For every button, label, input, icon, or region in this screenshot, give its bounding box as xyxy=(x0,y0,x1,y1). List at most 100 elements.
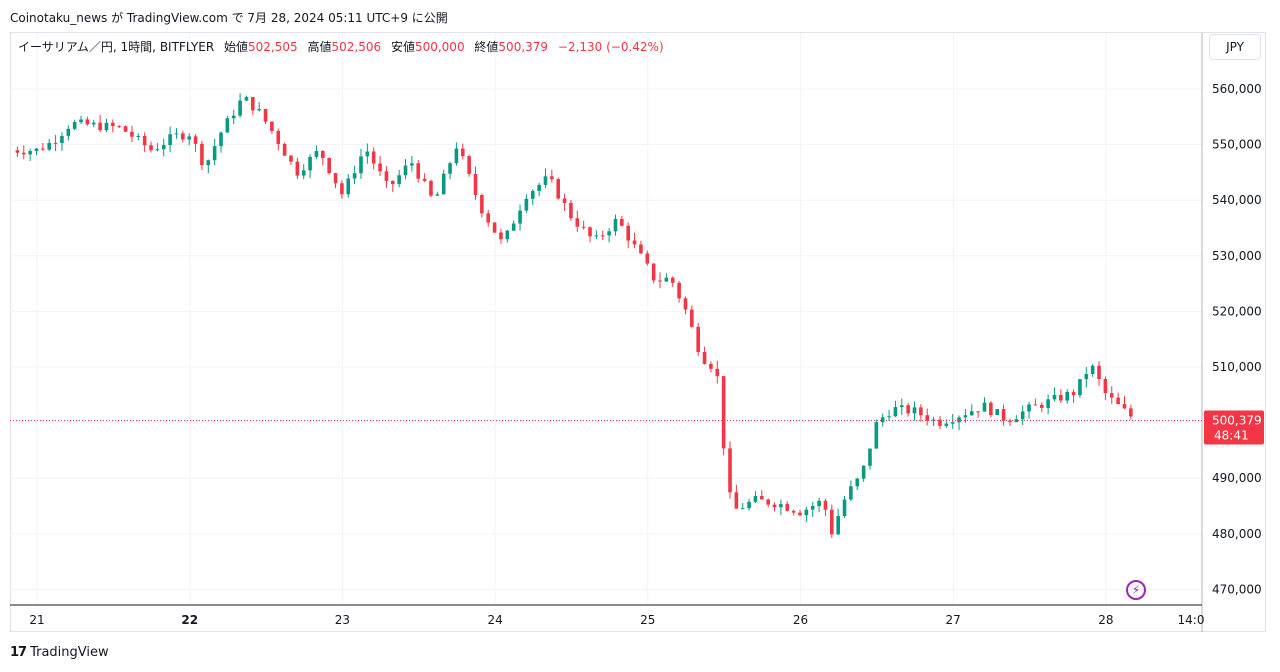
candle-body xyxy=(15,150,20,153)
candle-body xyxy=(206,160,211,166)
candle-body xyxy=(149,145,153,151)
candle-body xyxy=(416,163,421,179)
price-tick-label: 540,000 xyxy=(1212,193,1262,207)
time-tick-label: 27 xyxy=(946,613,961,627)
candle-body xyxy=(511,223,516,231)
candle-body xyxy=(728,448,732,493)
candle-body xyxy=(798,512,802,516)
candle-body xyxy=(181,133,185,140)
candle-body xyxy=(161,145,166,150)
candle-body xyxy=(740,508,745,510)
candle-body xyxy=(111,122,115,127)
published-info: Coinotaku_news が TradingView.com で 7月 28… xyxy=(10,11,448,25)
candle-body xyxy=(1065,392,1070,401)
candle-body xyxy=(327,157,331,174)
candle-body xyxy=(371,151,376,164)
header-bar: Coinotaku_news が TradingView.com で 7月 28… xyxy=(0,0,1280,32)
candle-body xyxy=(308,156,312,171)
candle-body xyxy=(976,411,980,413)
candle-body xyxy=(98,122,102,131)
candle-body xyxy=(588,227,592,237)
candle-body xyxy=(85,119,90,125)
change-value: −2,130 (−0.42%) xyxy=(557,40,664,54)
price-tick-label: 560,000 xyxy=(1212,82,1262,96)
time-tick-label: 23 xyxy=(335,613,350,627)
candle-body xyxy=(429,180,433,196)
candle-body xyxy=(174,133,179,135)
last-price-label: 500,379 xyxy=(1212,413,1262,427)
candle-body xyxy=(66,128,71,136)
candle-body xyxy=(1090,365,1095,374)
candle-body xyxy=(734,492,739,509)
candle-body xyxy=(321,150,325,158)
candle-body xyxy=(575,218,580,227)
candle-body xyxy=(200,143,204,166)
time-tick-label: 25 xyxy=(640,613,655,627)
candle-body xyxy=(791,510,796,513)
open-value: 502,505 xyxy=(248,40,298,54)
candle-body xyxy=(855,478,860,487)
time-tick-label: 24 xyxy=(487,613,502,627)
price-tick-label: 480,000 xyxy=(1212,527,1262,541)
candle-body xyxy=(957,417,961,423)
candle-body xyxy=(1008,420,1012,423)
candle-body xyxy=(569,202,573,219)
candle-body xyxy=(1027,404,1031,412)
time-tick-label: 28 xyxy=(1098,613,1113,627)
candle-body xyxy=(448,163,452,174)
candle-body xyxy=(155,149,160,151)
candle-body xyxy=(906,405,910,414)
candle-body xyxy=(1014,419,1019,423)
candle-body xyxy=(276,131,281,144)
candle-body xyxy=(314,150,319,157)
candle-body xyxy=(289,155,293,162)
candle-body xyxy=(378,163,382,172)
time-tick-label: 21 xyxy=(29,613,44,627)
candle-body xyxy=(270,121,274,132)
candle-body xyxy=(231,115,236,119)
candle-body xyxy=(21,152,26,155)
price-tick-label: 550,000 xyxy=(1212,138,1262,152)
candle-body xyxy=(359,156,363,174)
candle-body xyxy=(117,126,122,128)
price-tick-label: 510,000 xyxy=(1212,360,1262,374)
symbol-label[interactable]: イーサリアム／円, 1時間, BITFLYER xyxy=(18,40,215,54)
candle-body xyxy=(950,422,955,424)
candle-body xyxy=(632,240,637,245)
candle-body xyxy=(969,411,974,416)
candle-body xyxy=(766,499,770,505)
candle-body xyxy=(810,506,815,510)
candle-body xyxy=(804,509,809,516)
candle-body xyxy=(499,232,503,240)
ohlc-legend: イーサリアム／円, 1時間, BITFLYER 始値502,505 高値502,… xyxy=(18,38,664,55)
candle-body xyxy=(492,222,497,233)
candle-body xyxy=(524,198,529,211)
candle-body xyxy=(550,176,554,180)
candle-body xyxy=(1129,408,1133,417)
lightning-icon[interactable]: ⚡ xyxy=(1126,580,1146,600)
candle-body xyxy=(677,282,681,299)
candle-body xyxy=(874,422,879,449)
time-tick-label: 14:0 xyxy=(1178,613,1205,627)
candle-body xyxy=(779,504,783,508)
chart-frame xyxy=(10,32,1266,632)
close-value: 500,379 xyxy=(498,40,549,54)
currency-button[interactable]: JPY xyxy=(1209,34,1261,60)
candle-body xyxy=(626,225,631,241)
candle-body xyxy=(530,191,535,199)
candle-body xyxy=(91,122,96,125)
candle-body xyxy=(53,142,58,144)
candle-body xyxy=(899,405,904,408)
candle-body xyxy=(460,148,465,157)
close-label: 終値 xyxy=(474,40,499,54)
candle-body xyxy=(702,351,707,364)
brand-name: TradingView xyxy=(30,645,109,660)
candle-body xyxy=(658,280,662,282)
candle-body xyxy=(1103,379,1108,394)
candle-body xyxy=(441,173,446,195)
candle-body xyxy=(79,119,83,123)
candle-body xyxy=(1109,393,1114,398)
candle-body xyxy=(390,180,395,185)
candle-body xyxy=(257,109,261,111)
